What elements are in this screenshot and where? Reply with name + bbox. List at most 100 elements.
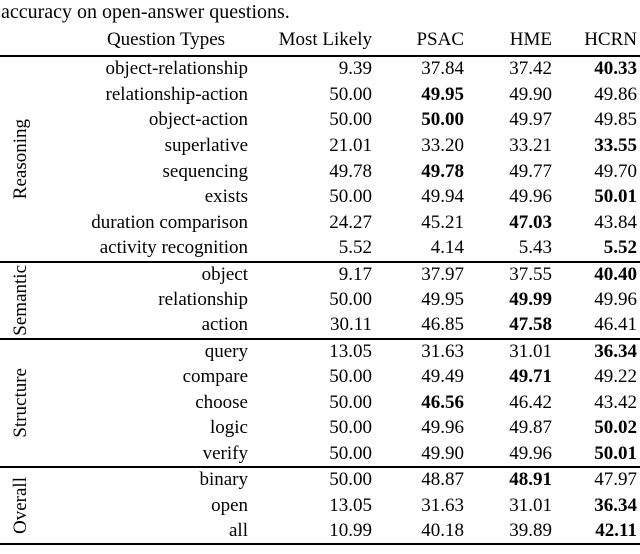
value-cell: 49.96 bbox=[509, 442, 552, 464]
table-row: verify 50.00 49.90 49.96 50.01 bbox=[0, 441, 640, 467]
question-type-cell: superlative bbox=[164, 134, 248, 156]
question-type-cell: open bbox=[211, 494, 248, 516]
value-cell: 50.00 bbox=[421, 109, 464, 131]
table-header: Question Types Most Likely PSAC HME HCRN bbox=[0, 25, 640, 56]
value-cell: 31.63 bbox=[421, 494, 464, 516]
value-cell: 49.49 bbox=[421, 366, 464, 388]
row-group-cell: Overall bbox=[0, 467, 40, 544]
table-row: Overall binary 50.00 48.87 48.91 47.97 bbox=[0, 467, 640, 534]
question-type-cell: compare bbox=[182, 366, 248, 388]
value-cell: 50.00 bbox=[329, 442, 372, 464]
value-cell: 40.33 bbox=[594, 58, 637, 80]
table-row: all 10.99 40.18 39.89 42.11 bbox=[0, 518, 640, 544]
question-type-cell: all bbox=[229, 519, 248, 541]
value-cell: 49.77 bbox=[509, 160, 552, 182]
value-cell: 49.96 bbox=[421, 417, 464, 439]
table-row: Semantic object 9.17 37.97 37.55 40.40 bbox=[0, 262, 640, 336]
value-cell: 50.00 bbox=[329, 186, 372, 208]
value-cell: 31.01 bbox=[509, 340, 552, 362]
table-row: relationship 50.00 49.95 49.99 49.96 bbox=[0, 287, 640, 313]
value-cell: 50.00 bbox=[329, 417, 372, 439]
row-group-label: Overall bbox=[9, 477, 31, 535]
question-type-cell: relationship bbox=[158, 289, 248, 311]
table-row: duration comparison 24.27 45.21 47.03 43.84 bbox=[0, 210, 640, 236]
value-cell: 37.42 bbox=[509, 58, 552, 80]
value-cell: 42.11 bbox=[595, 519, 637, 541]
table-row: activity recognition 5.52 4.14 5.43 5.52 bbox=[0, 236, 640, 262]
value-cell: 49.70 bbox=[594, 160, 637, 182]
value-cell: 49.96 bbox=[594, 289, 637, 311]
question-type-cell: binary bbox=[199, 469, 248, 491]
value-cell: 46.41 bbox=[594, 314, 637, 336]
row-group-label: Semantic bbox=[9, 264, 31, 336]
value-cell: 49.90 bbox=[509, 83, 552, 105]
question-type-cell: object bbox=[201, 263, 248, 285]
table-row: exists 50.00 49.94 49.96 50.01 bbox=[0, 184, 640, 210]
value-cell: 50.00 bbox=[329, 469, 372, 491]
row-group-cell: Reasoning bbox=[0, 56, 40, 262]
value-cell: 49.97 bbox=[509, 109, 552, 131]
value-cell: 5.52 bbox=[603, 237, 637, 259]
table-row: Structure query 13.05 31.63 31.01 36.34 bbox=[0, 339, 640, 438]
value-cell: 46.42 bbox=[509, 391, 552, 413]
table-section-overall: Overall binary 50.00 48.87 48.91 47.97 open 13.… bbox=[0, 467, 640, 545]
value-cell: 46.85 bbox=[421, 314, 464, 336]
value-cell: 31.01 bbox=[509, 494, 552, 516]
value-cell: 5.43 bbox=[518, 237, 552, 259]
question-type-cell: duration comparison bbox=[91, 211, 248, 233]
table-section-semantic: Semantic object 9.17 37.97 37.55 40.40 relatio… bbox=[0, 262, 640, 339]
table-row: open 13.05 31.63 31.01 36.34 bbox=[0, 493, 640, 519]
table-row: Reasoning object-relationship 9.39 37.84 37.… bbox=[0, 56, 640, 199]
row-group-cell: Structure bbox=[0, 339, 40, 467]
row-group-label: Structure bbox=[9, 367, 31, 438]
table-section-structure: Structure query 13.05 31.63 31.01 36.34 compar… bbox=[0, 339, 640, 467]
value-cell: 49.95 bbox=[421, 83, 464, 105]
value-cell: 31.63 bbox=[421, 340, 464, 362]
question-type-cell: exists bbox=[204, 186, 248, 208]
value-cell: 49.94 bbox=[421, 186, 464, 208]
col-header-question-types: Question Types bbox=[106, 29, 226, 50]
question-type-cell: query bbox=[204, 340, 248, 362]
value-cell: 49.95 bbox=[421, 289, 464, 311]
value-cell: 50.00 bbox=[329, 391, 372, 413]
value-cell: 24.27 bbox=[329, 211, 372, 233]
value-cell: 13.05 bbox=[329, 340, 372, 362]
question-type-cell: choose bbox=[195, 391, 248, 413]
value-cell: 5.52 bbox=[338, 237, 372, 259]
value-cell: 37.84 bbox=[421, 58, 464, 80]
question-type-cell: relationship-action bbox=[105, 83, 248, 105]
col-header-hcrn: HCRN bbox=[584, 29, 637, 50]
col-header-psac: PSAC bbox=[416, 29, 464, 50]
results-table: Question Types Most Likely PSAC HME HCRN… bbox=[0, 25, 640, 545]
col-header-most-likely: Most Likely bbox=[278, 29, 372, 50]
value-cell: 49.96 bbox=[509, 186, 552, 208]
value-cell: 30.11 bbox=[329, 314, 372, 336]
value-cell: 49.22 bbox=[594, 366, 637, 388]
value-cell: 21.01 bbox=[329, 134, 372, 156]
table-row: sequencing 49.78 49.78 49.77 49.70 bbox=[0, 159, 640, 185]
value-cell: 47.97 bbox=[594, 469, 637, 491]
col-header-hme: HME bbox=[509, 29, 552, 50]
question-type-cell: sequencing bbox=[162, 160, 248, 182]
value-cell: 49.86 bbox=[594, 83, 637, 105]
value-cell: 47.58 bbox=[509, 314, 552, 336]
value-cell: 40.18 bbox=[421, 519, 464, 541]
table-caption: accuracy on open-answer questions. bbox=[1, 1, 290, 23]
question-type-cell: verify bbox=[202, 442, 248, 464]
value-cell: 50.00 bbox=[329, 289, 372, 311]
question-type-cell: action bbox=[201, 314, 248, 336]
question-type-cell: object-action bbox=[148, 109, 248, 131]
value-cell: 50.00 bbox=[329, 83, 372, 105]
row-group-cell: Semantic bbox=[0, 262, 40, 339]
value-cell: 4.14 bbox=[430, 237, 464, 259]
value-cell: 40.40 bbox=[594, 263, 637, 285]
question-type-cell: logic bbox=[210, 417, 248, 439]
value-cell: 49.87 bbox=[509, 417, 552, 439]
value-cell: 39.89 bbox=[509, 519, 552, 541]
question-type-cell: activity recognition bbox=[99, 237, 248, 259]
table-row: compare 50.00 49.49 49.71 49.22 bbox=[0, 364, 640, 390]
value-cell: 49.71 bbox=[509, 366, 552, 388]
table-row: object-action 50.00 50.00 49.97 49.85 bbox=[0, 107, 640, 133]
table-row: action 30.11 46.85 47.58 46.41 bbox=[0, 313, 640, 339]
